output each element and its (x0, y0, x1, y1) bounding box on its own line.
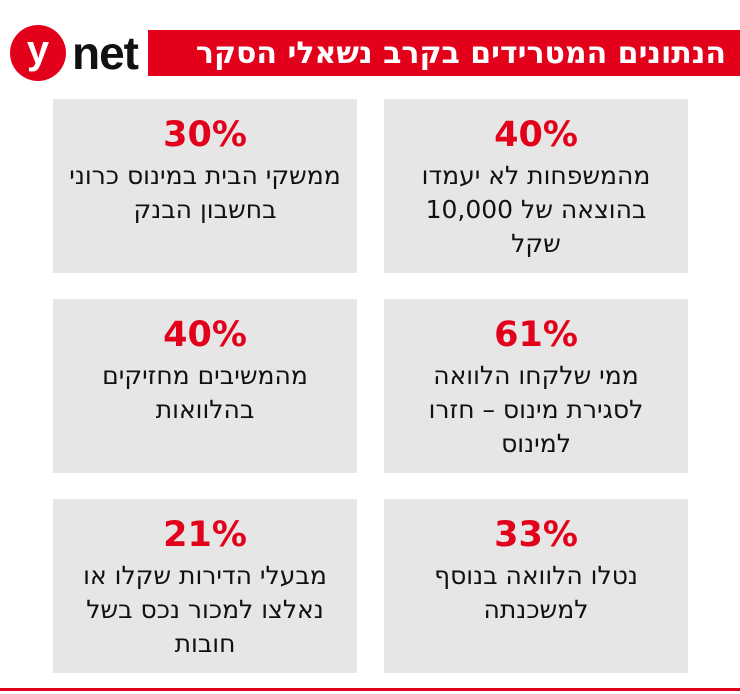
stat-description: מהמשפחות לא יעמדו בהוצאה של 10,000 שקל (421, 161, 651, 258)
ynet-logo: y net (10, 24, 139, 82)
logo-y-circle: y (10, 25, 66, 81)
stat-percent: 30% (163, 115, 247, 155)
stat-card: 33% נטלו הלוואה בנוסף למשכנתה (384, 499, 688, 673)
bottom-divider (0, 688, 740, 691)
stat-percent: 61% (494, 315, 578, 355)
stat-description: נטלו הלוואה בנוסף למשכנתה (434, 561, 638, 624)
stat-card: 40% מהמשפחות לא יעמדו בהוצאה של 10,000 ש… (384, 99, 688, 273)
stat-percent: 40% (163, 315, 247, 355)
stat-percent: 40% (494, 115, 578, 155)
stat-card: 61% ממי שלקחו הלוואה לסגירת מינוס – חזרו… (384, 299, 688, 473)
stat-percent: 21% (163, 515, 247, 555)
stat-card: 30% ממשקי הבית במינוס כרוני בחשבון הבנק (53, 99, 357, 273)
stat-description: ממי שלקחו הלוואה לסגירת מינוס – חזרו למי… (428, 361, 644, 458)
stat-card: 40% מהמשיבים מחזיקים בהלוואות (53, 299, 357, 473)
stat-card: 21% מבעלי הדירות שקלו או נאלצו למכור נכס… (53, 499, 357, 673)
stat-percent: 33% (494, 515, 578, 555)
logo-net-text: net (72, 27, 139, 79)
stat-description: מהמשיבים מחזיקים בהלוואות (102, 361, 308, 424)
page-title: הנתונים המטרידים בקרב נשאלי הסקר (148, 30, 740, 76)
stat-description: ממשקי הבית במינוס כרוני בחשבון הבנק (69, 161, 341, 224)
stat-description: מבעלי הדירות שקלו או נאלצו למכור נכס בשל… (83, 561, 327, 658)
